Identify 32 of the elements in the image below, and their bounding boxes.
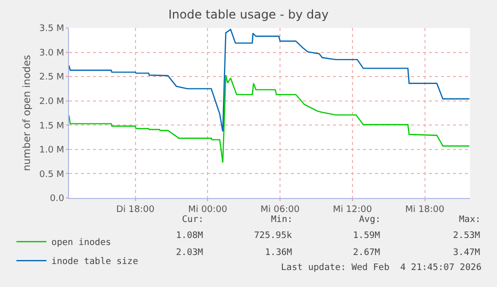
text: 1.36M — [265, 248, 293, 258]
y-tick-label: 3.5 M — [39, 24, 64, 34]
x-tick-label: Mi 06:00 — [260, 204, 300, 215]
text: 2.03M — [176, 248, 204, 258]
y-tick-label: 2.0 M — [39, 97, 64, 108]
x-tick-label: Mi 18:00 — [405, 204, 445, 215]
legend-label: open inodes — [51, 238, 112, 248]
y-tick-label: 0.0 — [50, 194, 64, 204]
y-tick-label: 1.0 M — [39, 146, 64, 156]
y-tick-label: 1.5 M — [39, 121, 64, 132]
text: Min: — [271, 215, 293, 225]
line-series — [69, 28, 470, 132]
text: 1.08M — [176, 231, 204, 241]
text: 1.59M — [353, 231, 381, 241]
x-tick-label: Mi 00:00 — [188, 204, 228, 215]
legend-label: inode table size — [51, 257, 138, 268]
line-series — [69, 74, 470, 164]
x-tick-label: Di 18:00 — [116, 204, 155, 215]
text: Last update: Wed Feb 4 21:45:07 2026 — [281, 263, 482, 273]
text: 3.47M — [453, 248, 481, 258]
text: 2.67M — [353, 248, 381, 258]
text: Cur: — [182, 215, 204, 225]
y-tick-label: 3.0 M — [39, 48, 64, 58]
y-axis-title: number of open inodes — [22, 54, 34, 172]
text: Avg: — [359, 215, 381, 225]
y-tick-label: 0.5 M — [39, 170, 64, 180]
x-tick-label: Mi 12:00 — [332, 204, 372, 215]
text: 725.95k — [254, 231, 293, 241]
text: Max: — [459, 215, 481, 225]
chart-title: Inode table usage - by day — [168, 7, 329, 22]
text: 2.53M — [453, 231, 481, 241]
y-tick-label: 2.5 M — [39, 72, 64, 83]
